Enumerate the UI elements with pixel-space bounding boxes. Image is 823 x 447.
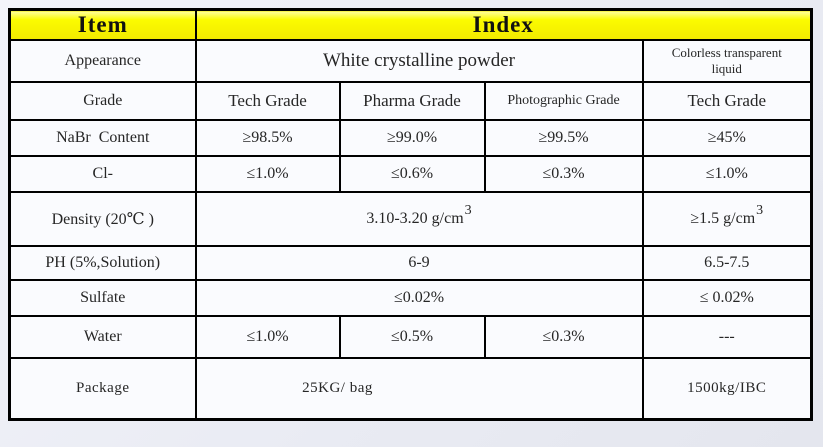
cell-nabr-tech: ≥98.5% (194, 118, 341, 157)
cell-water-liquid: --- (641, 314, 813, 359)
cell-water-tech: ≤1.0% (194, 314, 341, 359)
label-nabr-content: NaBr Content (8, 118, 197, 157)
label-water: Water (8, 314, 197, 359)
cell-ph-liquid: 6.5-7.5 (641, 244, 813, 281)
density-liquid-value: ≥1.5 g/cm (690, 209, 756, 227)
cell-grade-liquid-tech: Tech Grade (641, 80, 813, 121)
label-grade: Grade (8, 80, 197, 121)
label-appearance: Appearance (8, 38, 197, 83)
header-item: Item (8, 8, 197, 41)
row-ph: PH (5%,Solution) 6-9 6.5-7.5 (8, 244, 813, 281)
density-superscript: 3 (464, 202, 472, 218)
row-nabr-content: NaBr Content ≥98.5% ≥99.0% ≥99.5% ≥45% (8, 118, 813, 157)
row-chloride: Cl- ≤1.0% ≤0.6% ≤0.3% ≤1.0% (8, 154, 813, 193)
spec-table: Item Index Appearance White crystalline … (8, 8, 813, 421)
cell-water-pharma: ≤0.5% (338, 314, 486, 359)
row-appearance: Appearance White crystalline powder Colo… (8, 38, 813, 83)
cell-appearance-liquid: Colorless transparent liquid (641, 38, 813, 83)
label-package: Package (8, 356, 197, 421)
cell-chloride-liquid: ≤1.0% (641, 154, 813, 193)
label-density: Density (20℃ ) (8, 190, 197, 247)
label-sulfate: Sulfate (8, 278, 197, 317)
spec-table-wrapper: Item Index Appearance White crystalline … (8, 8, 813, 421)
density-liquid-superscript: 3 (756, 202, 764, 218)
cell-density-liquid: ≥1.5 g/cm3 (641, 190, 813, 247)
label-ph: PH (5%,Solution) (8, 244, 197, 281)
cell-water-photographic: ≤0.3% (483, 314, 644, 359)
cell-grade-tech: Tech Grade (194, 80, 341, 121)
cell-nabr-liquid: ≥45% (641, 118, 813, 157)
cell-appearance-merged: White crystalline powder (194, 38, 644, 83)
cell-grade-photographic: Photographic Grade (483, 80, 644, 121)
cell-chloride-photographic: ≤0.3% (483, 154, 644, 193)
cell-nabr-pharma: ≥99.0% (338, 118, 486, 157)
cell-sulfate-merged: ≤0.02% (194, 278, 644, 317)
label-chloride: Cl- (8, 154, 197, 193)
row-sulfate: Sulfate ≤0.02% ≤ 0.02% (8, 278, 813, 317)
cell-chloride-pharma: ≤0.6% (338, 154, 486, 193)
row-density: Density (20℃ ) 3.10-3.20 g/cm3 ≥1.5 g/cm… (8, 190, 813, 247)
density-value: 3.10-3.20 g/cm (366, 209, 464, 227)
row-grade: Grade Tech Grade Pharma Grade Photograph… (8, 80, 813, 121)
row-water: Water ≤1.0% ≤0.5% ≤0.3% --- (8, 314, 813, 359)
cell-sulfate-liquid: ≤ 0.02% (641, 278, 813, 317)
header-index: Index (194, 8, 813, 41)
cell-package-merged: 25KG/ bag (194, 356, 644, 421)
row-package: Package 25KG/ bag 1500kg/IBC (8, 356, 813, 421)
cell-ph-merged: 6-9 (194, 244, 644, 281)
cell-package-liquid: 1500kg/IBC (641, 356, 813, 421)
header-row: Item Index (8, 8, 813, 41)
cell-density-merged: 3.10-3.20 g/cm3 (194, 190, 644, 247)
cell-chloride-tech: ≤1.0% (194, 154, 341, 193)
cell-nabr-photographic: ≥99.5% (483, 118, 644, 157)
cell-grade-pharma: Pharma Grade (338, 80, 486, 121)
